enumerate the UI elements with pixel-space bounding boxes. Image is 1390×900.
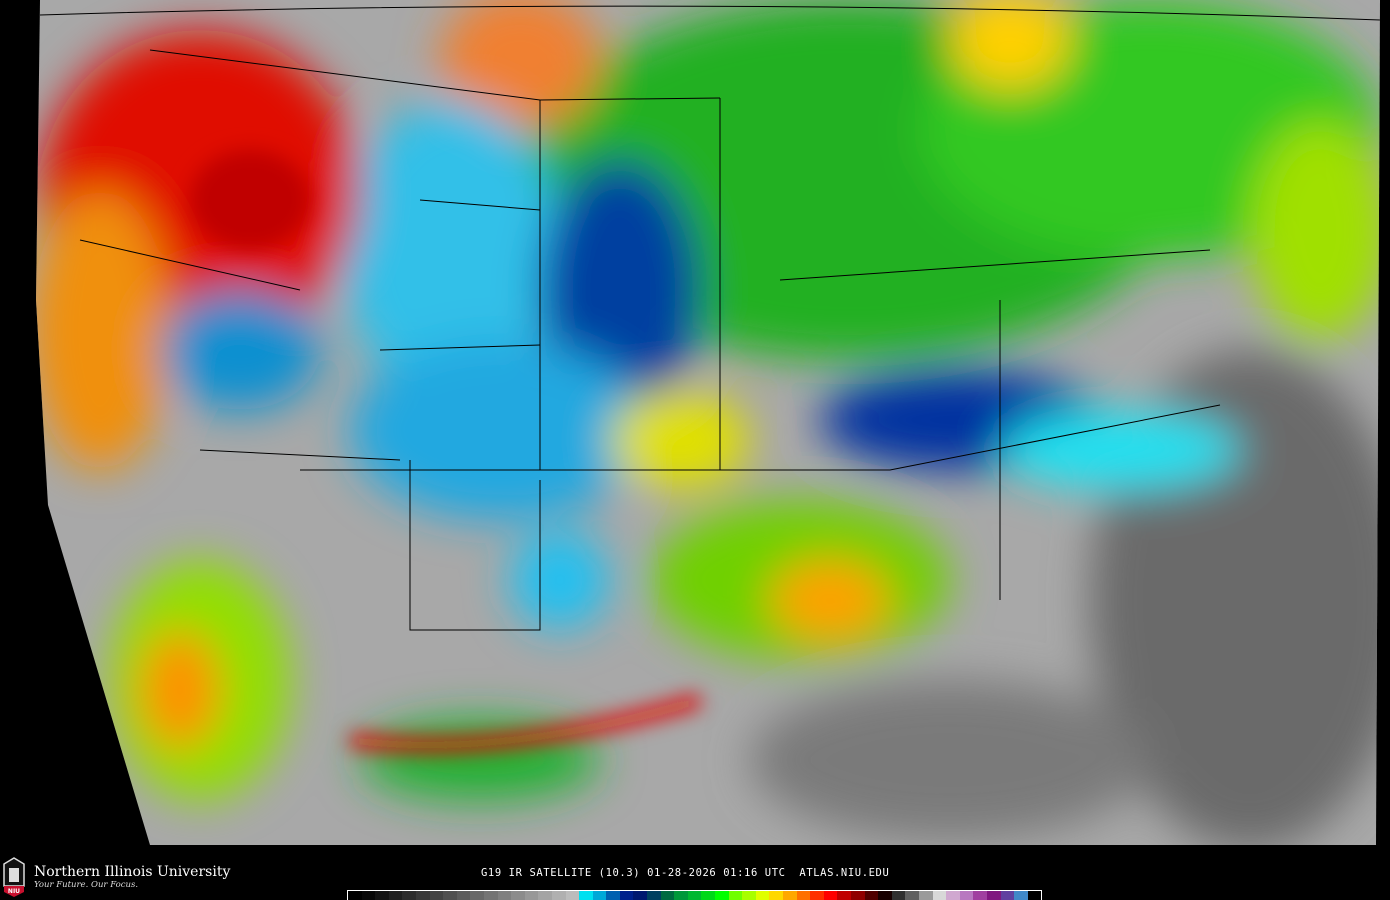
color-scale-swatch: [674, 891, 688, 900]
color-scale-swatch: [429, 891, 444, 900]
color-scale-swatch: [715, 891, 729, 900]
color-scale-swatch: [551, 891, 566, 900]
color-scale-swatch: [388, 891, 403, 900]
color-scale-swatch: [565, 891, 580, 900]
color-scale-swatch: [959, 891, 974, 900]
date: 01-28-2026: [647, 867, 717, 879]
color-scale-swatch: [742, 891, 756, 900]
color-scale-swatch: [837, 891, 851, 900]
color-scale-swatch: [946, 891, 960, 900]
state-borders: [39, 5, 1380, 631]
color-scale-swatch: [456, 891, 471, 900]
color-scale-swatch: [606, 891, 620, 900]
color-scale-swatch: [1000, 891, 1015, 900]
satellite-ir-map: [36, 0, 1380, 845]
color-scale-swatch: [1014, 891, 1028, 900]
color-scale-swatch: [483, 891, 498, 900]
color-scale-swatch: [470, 891, 484, 900]
site-url: ATLAS.NIU.EDU: [799, 867, 890, 879]
color-scale-swatch: [592, 891, 607, 900]
color-scale-swatch: [810, 891, 824, 900]
color-scale-swatch: [511, 891, 525, 900]
color-scale-bar: [347, 890, 1042, 900]
color-scale-swatch: [538, 891, 552, 900]
university-name: Northern Illinois University: [34, 863, 231, 880]
color-scale-swatch: [918, 891, 933, 900]
color-scale-swatch: [932, 891, 947, 900]
color-scale-swatch: [619, 891, 634, 900]
tagline: Your Future. Our Focus.: [34, 879, 139, 890]
image-caption: G19 IR SATELLITE (10.3) 01-28-2026 01:16…: [481, 867, 889, 879]
color-scale-swatch: [728, 891, 743, 900]
color-scale-swatch: [878, 891, 892, 900]
niu-shield-icon: NIU: [3, 857, 25, 897]
imagery: [36, 0, 1380, 845]
color-scale-swatch: [687, 891, 702, 900]
color-scale-swatch: [891, 891, 906, 900]
color-scale-swatch: [1027, 891, 1042, 900]
color-scale-swatch: [524, 891, 539, 900]
color-scale-swatch: [579, 891, 593, 900]
satellite-label: G19 IR SATELLITE (10.3): [481, 867, 641, 879]
time: 01:16 UTC: [723, 867, 786, 879]
color-scale-swatch: [864, 891, 879, 900]
color-scale-swatch: [973, 891, 987, 900]
color-scale-swatch: [823, 891, 838, 900]
color-scale-swatch: [348, 891, 362, 900]
color-scale-swatch: [443, 891, 457, 900]
color-scale-swatch: [660, 891, 675, 900]
color-scale-swatch: [375, 891, 389, 900]
color-scale-swatch: [497, 891, 512, 900]
color-scale-swatch: [796, 891, 811, 900]
color-scale-swatch: [769, 891, 783, 900]
color-scale-swatch: [415, 891, 430, 900]
svg-text:NIU: NIU: [8, 888, 20, 895]
color-scale-swatch: [633, 891, 648, 900]
color-scale-swatch: [701, 891, 716, 900]
color-scale-swatch: [755, 891, 770, 900]
color-scale-swatch: [647, 891, 661, 900]
niu-logo: NIU Northern Illinois University Your Fu…: [2, 856, 230, 898]
color-scale-swatch: [783, 891, 797, 900]
color-scale-swatch: [905, 891, 919, 900]
color-scale-swatch: [361, 891, 376, 900]
color-scale-swatch: [986, 891, 1001, 900]
color-scale-swatch: [850, 891, 865, 900]
color-scale-swatch: [402, 891, 416, 900]
